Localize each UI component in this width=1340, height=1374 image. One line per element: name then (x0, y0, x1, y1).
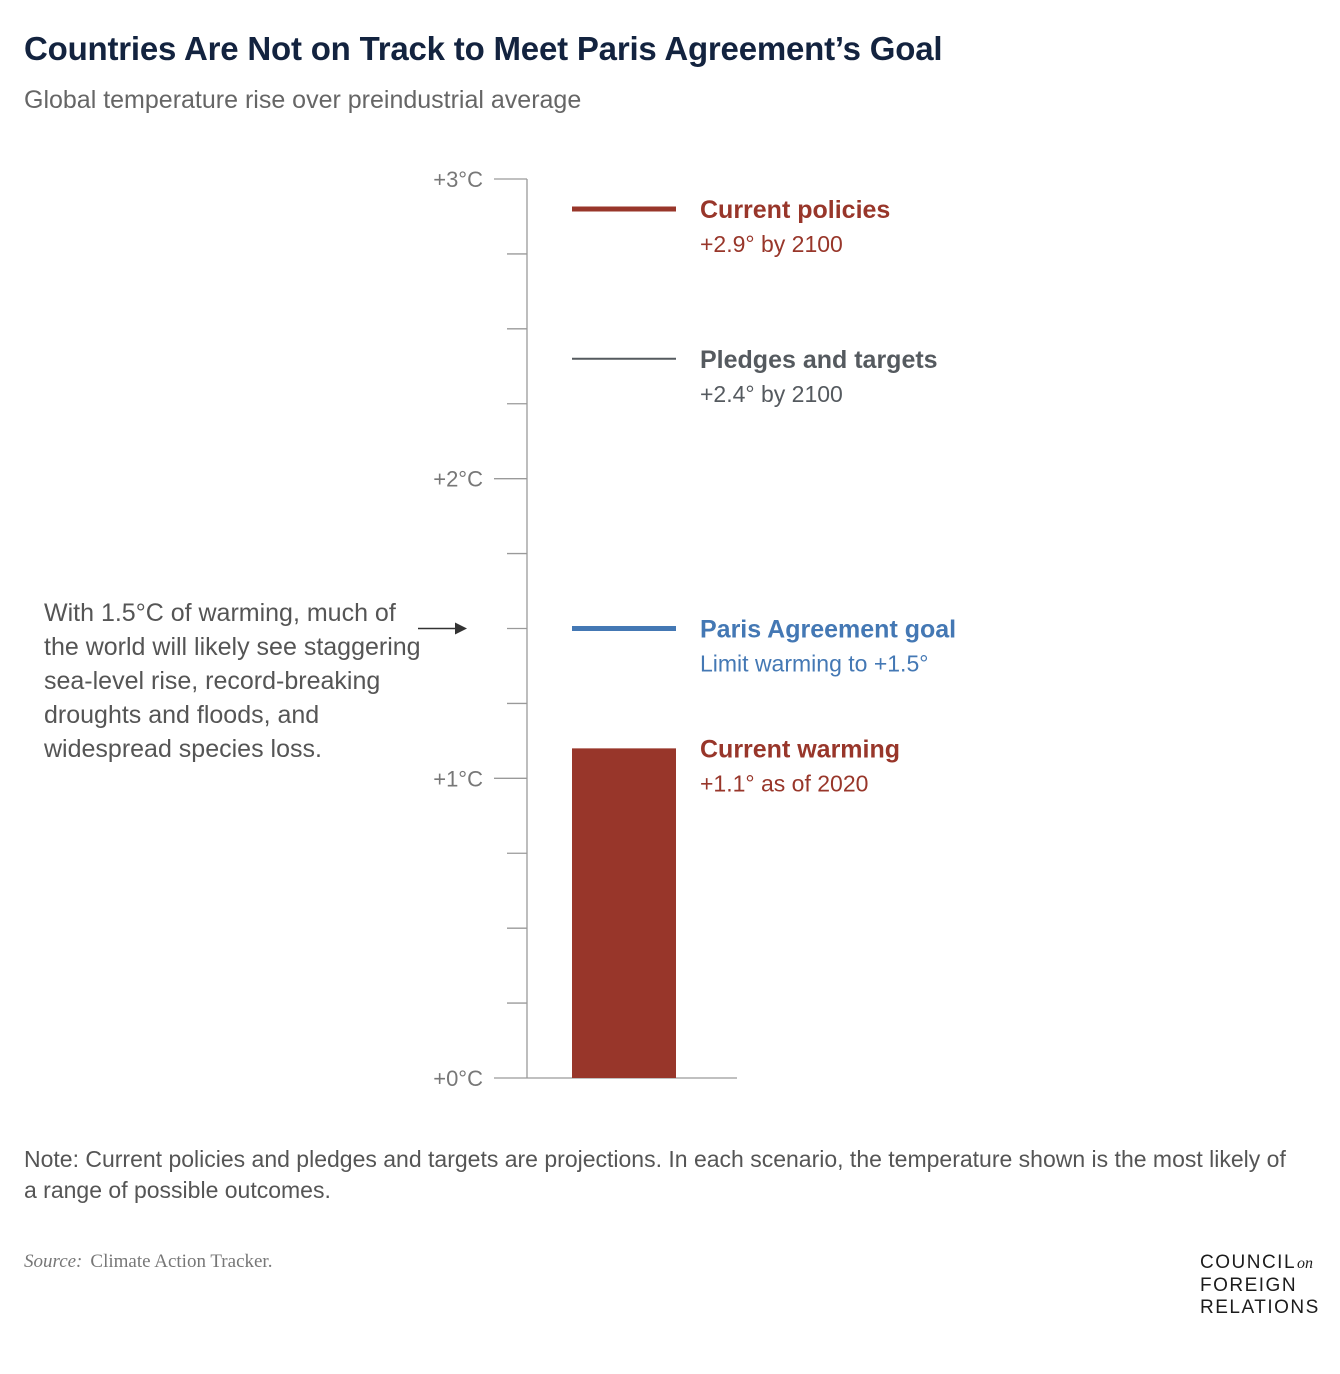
marker-label-0: Current policies (700, 196, 890, 224)
warming-annotation: With 1.5°C of warming, much of the world… (44, 599, 421, 763)
source-text: Climate Action Tracker. (90, 1251, 273, 1272)
annotation-arrow-head (455, 622, 467, 635)
marker-label-1: Pledges and targets (700, 346, 938, 374)
y-tick-label: +3°C (433, 167, 483, 192)
chart-title: Countries Are Not on Track to Meet Paris… (24, 30, 943, 67)
logo-line-council: COUNCILon (1200, 1252, 1325, 1275)
marker-detail-0: +2.9° by 2100 (700, 231, 843, 257)
y-tick-label: +2°C (433, 467, 483, 492)
logo-word-on: on (1297, 1255, 1314, 1272)
current-warming-label: Current warming (700, 735, 900, 763)
marker-detail-1: +2.4° by 2100 (700, 381, 843, 407)
logo-word-council: COUNCIL (1200, 1252, 1297, 1273)
y-tick-label: +1°C (433, 766, 483, 791)
current-warming-detail: +1.1° as of 2020 (700, 770, 868, 796)
y-tick-label: +0°C (433, 1066, 483, 1091)
chart-note: Note: Current policies and pledges and t… (24, 1146, 1286, 1203)
marker-label-2: Paris Agreement goal (700, 616, 956, 644)
current-warming-bar (572, 748, 676, 1078)
cfr-logo: COUNCILon FOREIGN RELATIONS (1200, 1252, 1325, 1319)
source-label: Source: (24, 1251, 83, 1272)
source-line: Source: Climate Action Tracker. (24, 1251, 272, 1273)
logo-line-foreign: FOREIGN (1200, 1275, 1298, 1296)
chart-subtitle: Global temperature rise over preindustri… (24, 86, 582, 114)
marker-detail-2: Limit warming to +1.5° (700, 651, 928, 677)
logo-line-relations: RELATIONS (1200, 1297, 1320, 1318)
